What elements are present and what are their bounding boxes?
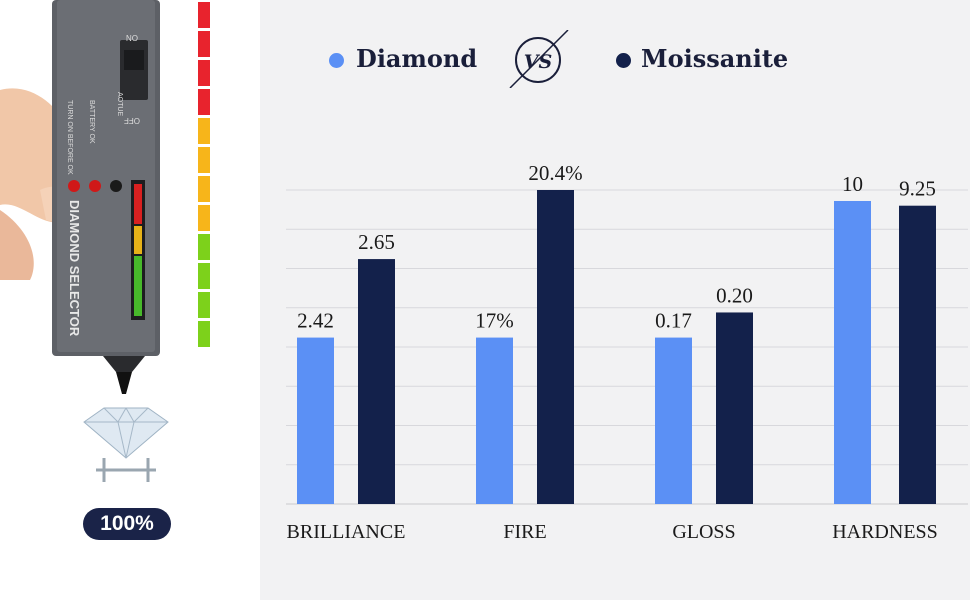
vs-badge: VS (509, 30, 569, 88)
meter-segment (198, 321, 210, 347)
bar-chart: 2.42 2.65 BRILLIANCE 17% 20.4% FIRE 0.17 0.20 GL… (286, 161, 968, 543)
led-label-2: BATTERY OK (88, 100, 95, 144)
meter-segment (198, 2, 210, 28)
data-label: 17% (475, 309, 514, 333)
bar-diamond-gloss (655, 337, 692, 504)
diamond-facets (84, 407, 168, 459)
meter-segment (198, 292, 210, 318)
percent-badge: 100% (83, 508, 171, 540)
bar-diamond-fire (476, 337, 513, 504)
tester-probe (116, 372, 132, 394)
switch-off-label: OFF (124, 116, 140, 125)
meter-segment (198, 176, 210, 202)
meter-green-zone (134, 256, 142, 316)
legend-label-moissanite: Moissanite (641, 44, 789, 73)
brand-text: DIAMOND SELECTOR (67, 200, 82, 337)
category-label: BRILLIANCE (287, 521, 406, 543)
meter-segment (198, 118, 210, 144)
side-color-meter (198, 2, 210, 350)
data-label: 10 (842, 172, 863, 196)
vs-circle (515, 37, 561, 83)
data-label: 2.42 (297, 309, 334, 333)
meter-segment (198, 147, 210, 173)
meter-segment (198, 60, 210, 86)
diamond-gem (83, 407, 169, 459)
bar-diamond-hardness (834, 200, 871, 505)
diamond-stand (96, 458, 156, 482)
meter-segment (198, 89, 210, 115)
meter-segment (198, 205, 210, 231)
data-label: 9.25 (899, 177, 936, 201)
switch-knob (124, 50, 144, 70)
meter-yellow-zone (134, 226, 142, 254)
led-label-1: TURN ON BEFORE OK (66, 100, 73, 175)
bar-moissanite-hardness (899, 205, 936, 504)
switch-on-label: ON (126, 33, 138, 42)
diamond-tester-graphic: ON OFF AOTUE TURN ON BEFORE OK BATTERY O… (0, 0, 169, 482)
tester-illustration: ON OFF AOTUE TURN ON BEFORE OK BATTERY O… (0, 0, 260, 600)
meter-red-zone (134, 184, 142, 224)
meter-segment (198, 263, 210, 289)
palm-shape (0, 210, 34, 280)
category-label: HARDNESS (832, 521, 938, 543)
meter-segment (198, 31, 210, 57)
led-off (110, 180, 122, 192)
legend-label-diamond: Diamond (356, 44, 478, 73)
category-label: FIRE (503, 521, 546, 543)
bar-moissanite-fire (537, 190, 574, 504)
legend-dot-diamond (329, 53, 344, 68)
legend: Diamond VS Moissanite (260, 0, 970, 120)
led-red-2 (89, 180, 101, 192)
bar-diamond-brilliance (297, 337, 334, 504)
switch-mode-label: AOTUE (116, 92, 123, 116)
category-label: GLOSS (672, 521, 735, 543)
vs-text: VS (524, 51, 552, 73)
data-label: 2.65 (358, 230, 395, 254)
data-label: 20.4% (528, 161, 582, 185)
tester-neck (103, 356, 145, 372)
vs-slash (509, 30, 569, 88)
bar-moissanite-gloss (716, 312, 753, 504)
chart-panel: Diamond VS Moissanite 2.42 2.65 BRILLIANCE… (260, 0, 970, 600)
legend-dot-moissanite (616, 53, 631, 68)
data-label: 0.20 (716, 283, 753, 307)
meter-segment (198, 234, 210, 260)
data-label: 0.17 (655, 309, 692, 333)
led-red-1 (68, 180, 80, 192)
bar-moissanite-brilliance (358, 259, 395, 504)
